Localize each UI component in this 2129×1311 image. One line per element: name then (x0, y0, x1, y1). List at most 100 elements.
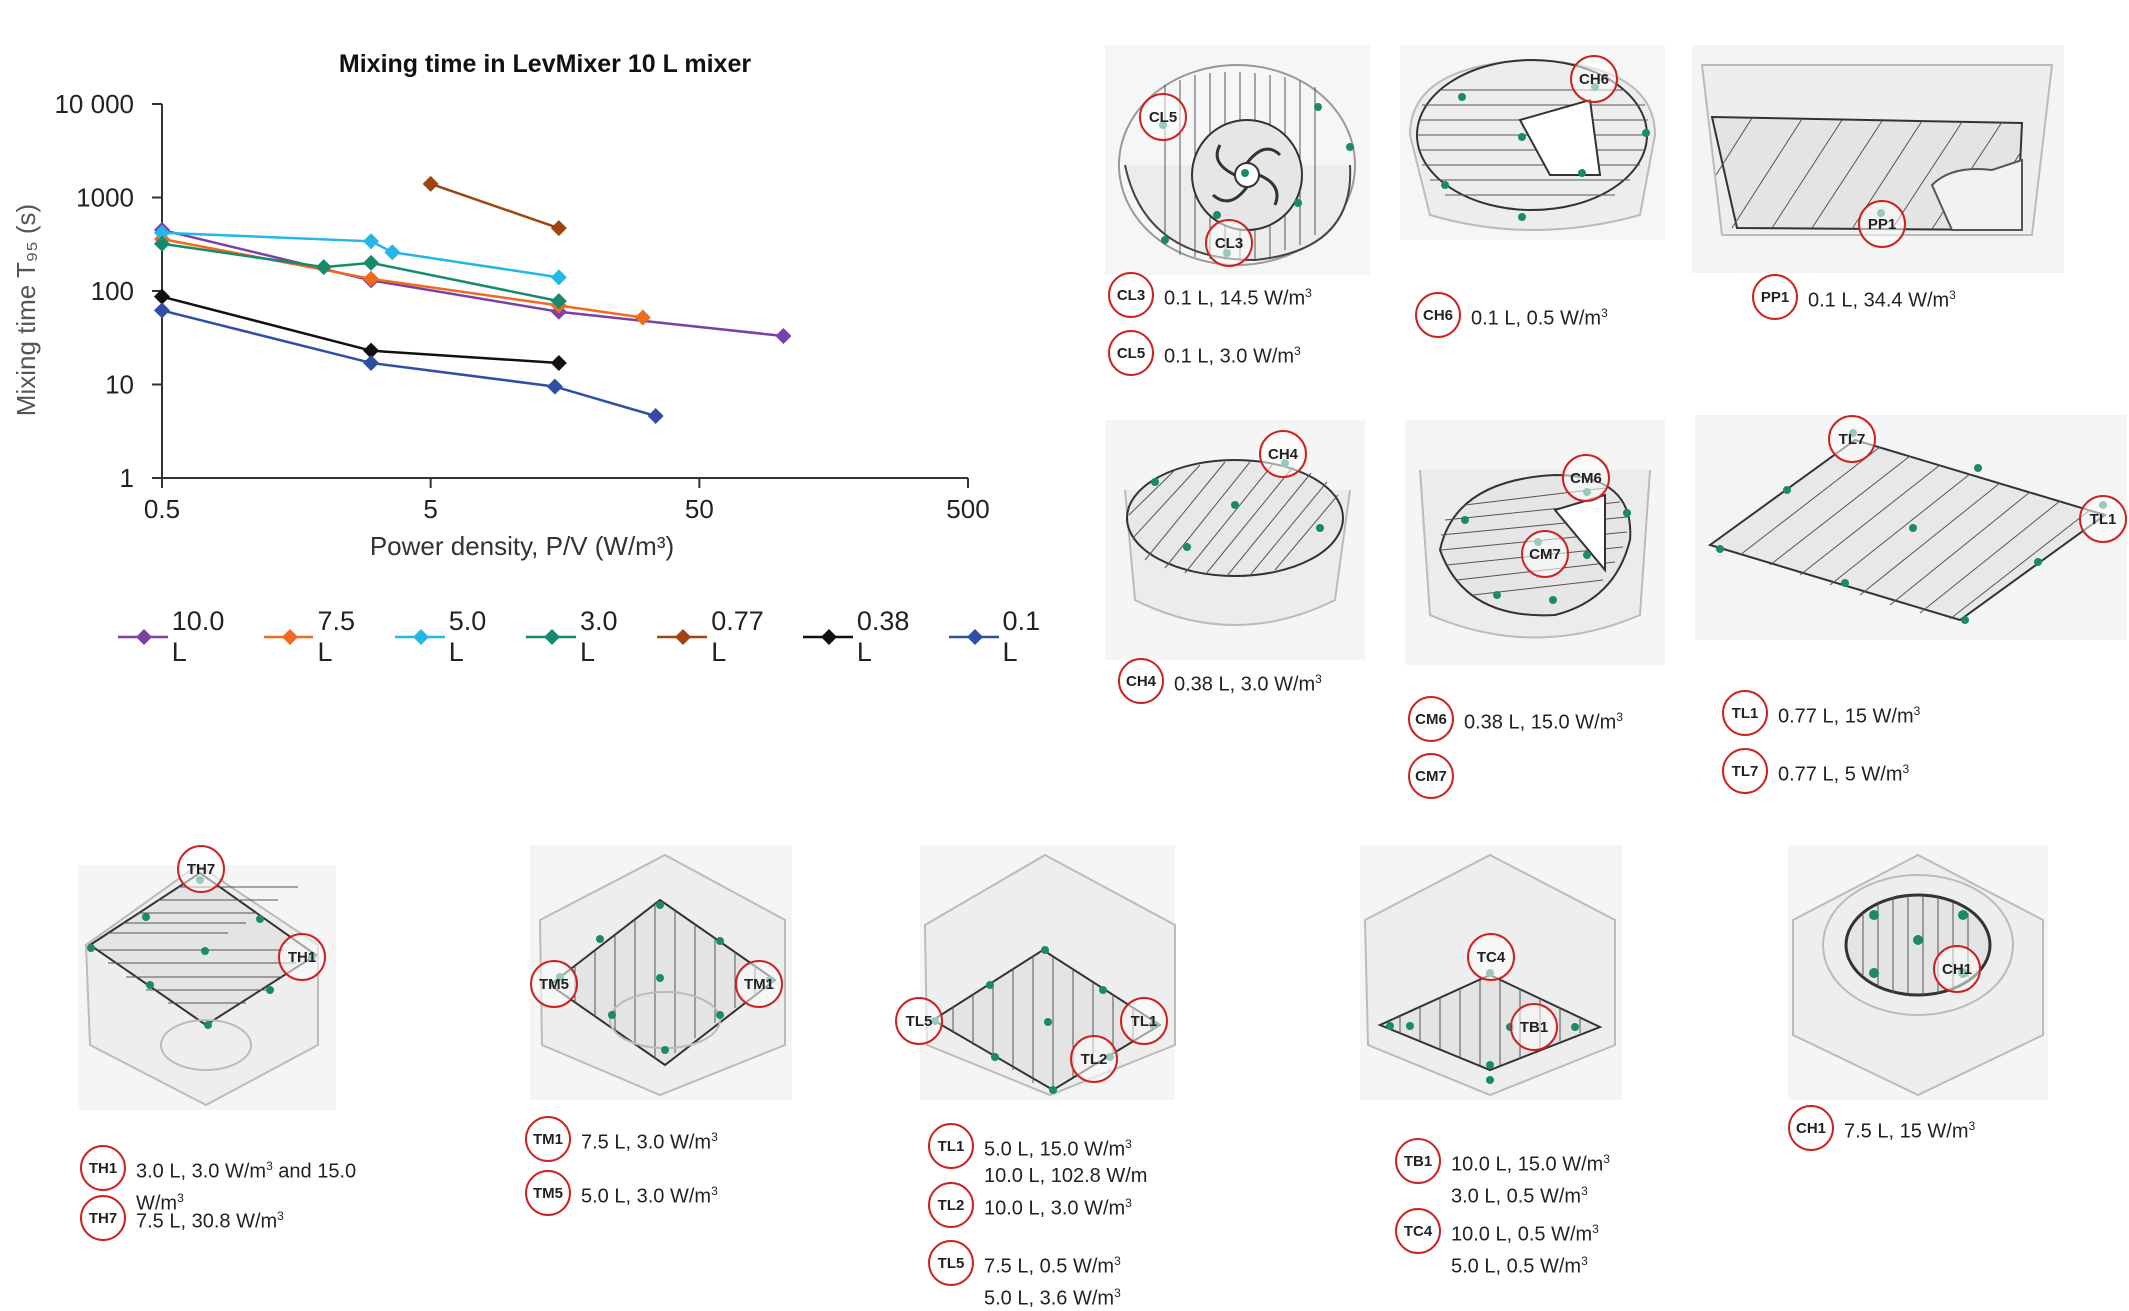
legend-swatch (803, 629, 853, 645)
data-point (647, 408, 664, 425)
data-point (363, 270, 380, 287)
series-5-0-L (154, 224, 567, 286)
marker-tm1: TM1 (735, 960, 783, 1008)
caption-badge-tl2: TL2 (928, 1182, 974, 1228)
chart-title: Mixing time in LevMixer 10 L mixer (339, 50, 751, 78)
data-point (775, 328, 792, 345)
caption-text: 0.77 L, 5 W/m3 (1778, 762, 1910, 786)
data-point (546, 378, 563, 395)
marker-pp1: PP1 (1858, 200, 1906, 248)
legend-item: 0.38 L (803, 606, 929, 668)
marker-th7: TH7 (177, 845, 225, 893)
caption-text: 7.5 L, 15 W/m3 (1844, 1119, 1976, 1143)
legend-label: 0.38 L (856, 606, 910, 667)
caption-badge-tl7: TL7 (1722, 748, 1768, 794)
th-schematic-drawing (78, 863, 336, 1110)
panel-ch1-schematic: CH1 (1788, 845, 2048, 1100)
series-line (161, 242, 560, 303)
caption-badge-cl5: CL5 (1108, 330, 1154, 376)
panel-th-schematic: TH7 TH1 (78, 845, 336, 1110)
caption-text: 7.5 L, 0.5 W/m3 5.0 L, 3.6 W/m3 (984, 1254, 1121, 1310)
marker-cm7: CM7 (1521, 530, 1569, 578)
caption-text: 7.5 L, 3.0 W/m3 (581, 1130, 718, 1154)
legend-item: 3.0 L (526, 606, 637, 668)
caption-text: 0.1 L, 3.0 W/m3 (1164, 344, 1301, 368)
caption-text: 10.0 L, 3.0 W/m3 (984, 1196, 1132, 1220)
marker-ch6: CH6 (1570, 55, 1618, 103)
panel-tb-schematic: TC4 TB1 (1360, 845, 1622, 1100)
marker-tl1-b: TL1 (1120, 997, 1168, 1045)
legend-label: 0.1 L (1002, 606, 1041, 667)
caption-badge-cm6: CM6 (1408, 696, 1454, 742)
data-point (315, 259, 332, 276)
caption-badge-th7: TH7 (80, 1195, 126, 1241)
data-point (550, 269, 567, 286)
data-point (384, 244, 401, 261)
y-tick-label: 10 (105, 370, 134, 400)
caption-badge-tl5: TL5 (928, 1240, 974, 1286)
series-0-77-L (422, 175, 567, 237)
caption-text: 3.0 L, 3.0 W/m3 and 15.0 W/m3 (136, 1159, 357, 1215)
caption-badge-pp1: PP1 (1752, 274, 1798, 320)
legend-item: 10.0 L (118, 606, 244, 668)
data-point (154, 224, 170, 241)
panel-cm-schematic: CM6 CM7 (1405, 420, 1665, 665)
data-point (634, 309, 651, 326)
panel-tl-schematic: TL7 TL1 (1695, 415, 2127, 640)
panel-tm-schematic: TM5 TM1 (530, 845, 792, 1100)
x-tick-label: 0.5 (144, 494, 180, 524)
series-line (161, 228, 784, 338)
legend-item: 0.1 L (948, 606, 1060, 668)
caption-badge-tl1: TL1 (1722, 690, 1768, 736)
marker-cm6: CM6 (1562, 454, 1610, 502)
legend-item: 0.77 L (657, 606, 783, 668)
x-tick-label: 50 (685, 494, 714, 524)
legend-label: 10.0 L (171, 606, 225, 667)
marker-cl3: CL3 (1205, 219, 1253, 267)
caption-badge-ch6: CH6 (1415, 292, 1461, 338)
mixing-time-chart: Mixing time in LevMixer 10 L mixer Power… (11, 50, 990, 561)
legend-swatch (657, 629, 708, 645)
legend-swatch (263, 629, 314, 645)
series-0-1-L (154, 302, 664, 425)
legend-label: 0.77 L (711, 606, 764, 667)
data-point (363, 342, 380, 359)
caption-badge-ch1: CH1 (1788, 1105, 1834, 1151)
marker-tl2: TL2 (1070, 1035, 1118, 1083)
chart-region: Mixing time in LevMixer 10 L mixer Power… (0, 0, 1060, 680)
legend-swatch (948, 629, 999, 645)
marker-th1: TH1 (278, 933, 326, 981)
ch6-schematic-drawing (1400, 45, 1665, 240)
caption-text: 10.0 L, 15.0 W/m3 3.0 L, 0.5 W/m3 (1451, 1152, 1610, 1208)
marker-tl7: TL7 (1828, 415, 1876, 463)
series-3-0-L (154, 235, 567, 310)
data-point (550, 220, 567, 237)
marker-tc4: TC4 (1467, 933, 1515, 981)
caption-text: 0.1 L, 34.4 W/m3 (1808, 288, 1956, 312)
chart-axes: 1 10 100 1000 10 000 0.5 5 50 500 (54, 89, 989, 524)
chart-legend: 10.0 L 7.5 L 5.0 L 3.0 L 0.77 L 0.38 L 0.1 L (118, 606, 1060, 668)
legend-swatch (526, 629, 576, 645)
caption-text: 5.0 L, 15.0 W/m3 10.0 L, 102.8 W/m (984, 1137, 1148, 1187)
data-point (363, 254, 380, 271)
caption-text: 0.77 L, 15 W/m3 (1778, 704, 1921, 728)
marker-ch1: CH1 (1933, 945, 1981, 993)
tl2-schematic-drawing (920, 845, 1176, 1100)
series-line (161, 231, 560, 279)
caption-badge-tm5: TM5 (525, 1170, 571, 1216)
y-axis-label: Mixing time T₉₅ (s) (11, 204, 41, 416)
data-point (422, 175, 439, 192)
caption-badge-ch4: CH4 (1118, 658, 1164, 704)
data-point (550, 293, 567, 310)
series-line (161, 295, 559, 365)
caption-badge-tc4: TC4 (1395, 1208, 1441, 1254)
caption-text: 7.5 L, 30.8 W/m3 (136, 1209, 284, 1233)
ch1-schematic-drawing (1788, 845, 2048, 1100)
marker-tl1: TL1 (2079, 495, 2127, 543)
caption-text: 0.1 L, 0.5 W/m3 (1471, 306, 1608, 330)
panel-ch6-schematic: CH6 (1400, 45, 1665, 240)
data-point (550, 354, 567, 371)
series-line (430, 182, 560, 230)
ch4-schematic-drawing (1105, 420, 1365, 660)
data-point (154, 302, 170, 319)
